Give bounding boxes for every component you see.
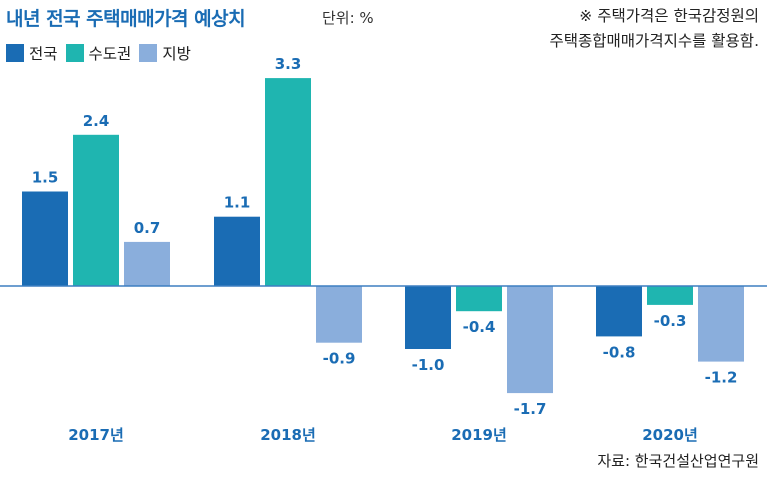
chart-title: 내년 전국 주택매매가격 예상치 bbox=[6, 8, 246, 30]
chart-legend: 전국 수도권 지방 bbox=[6, 42, 191, 64]
bar-1-1 bbox=[22, 191, 68, 286]
value-label-3-1: -1.0 bbox=[412, 356, 445, 374]
legend-item-provinces: 지방 bbox=[139, 42, 191, 64]
source-note: 자료: 한국건설산업연구원 bbox=[597, 452, 759, 470]
legend-label-nationwide: 전국 bbox=[29, 45, 58, 63]
bar-2-3 bbox=[316, 286, 362, 343]
chart-note: ※ 주택가격은 한국감정원의 주택종합매매가격지수를 활용함. bbox=[550, 4, 760, 54]
bar-1-2 bbox=[73, 134, 119, 286]
unit-label: 단위: % bbox=[322, 9, 374, 27]
legend-label-capital-area: 수도권 bbox=[88, 45, 132, 63]
bar-3-1 bbox=[405, 286, 451, 349]
value-label-1-2: 2.4 bbox=[83, 112, 110, 130]
legend-swatch-capital-area bbox=[65, 44, 84, 62]
category-label-4: 2020년 bbox=[642, 426, 698, 444]
legend-item-nationwide: 전국 bbox=[6, 42, 58, 64]
legend-label-provinces: 지방 bbox=[162, 45, 191, 63]
value-label-2-3: -0.9 bbox=[323, 350, 356, 368]
legend-swatch-nationwide bbox=[6, 44, 24, 62]
bar-4-3 bbox=[698, 286, 744, 362]
legend-swatch-provinces bbox=[139, 44, 158, 62]
category-label-1: 2017년 bbox=[68, 426, 124, 444]
bar-4-1 bbox=[596, 286, 642, 337]
value-label-1-3: 0.7 bbox=[134, 219, 161, 237]
value-label-2-2: 3.3 bbox=[275, 55, 302, 73]
bar-2-2 bbox=[265, 78, 311, 286]
value-label-3-3: -1.7 bbox=[514, 400, 547, 418]
bar-1-3 bbox=[124, 241, 170, 286]
bar-3-2 bbox=[456, 286, 502, 312]
category-label-3: 2019년 bbox=[451, 426, 507, 444]
bar-3-3 bbox=[507, 286, 553, 394]
value-label-1-1: 1.5 bbox=[32, 169, 59, 187]
note-line-2: 주택종합매매가격지수를 활용함. bbox=[549, 32, 760, 50]
category-label-2: 2018년 bbox=[260, 426, 316, 444]
value-label-2-1: 1.1 bbox=[224, 194, 251, 212]
value-label-3-2: -0.4 bbox=[463, 318, 496, 336]
note-line-1: ※ 주택가격은 한국감정원의 bbox=[579, 7, 759, 25]
legend-item-capital-area: 수도권 bbox=[65, 42, 132, 64]
value-label-4-3: -1.2 bbox=[705, 369, 738, 387]
value-label-4-1: -0.8 bbox=[603, 343, 636, 361]
value-label-4-2: -0.3 bbox=[654, 312, 687, 330]
bar-4-2 bbox=[647, 286, 693, 305]
bar-2-1 bbox=[214, 216, 260, 286]
